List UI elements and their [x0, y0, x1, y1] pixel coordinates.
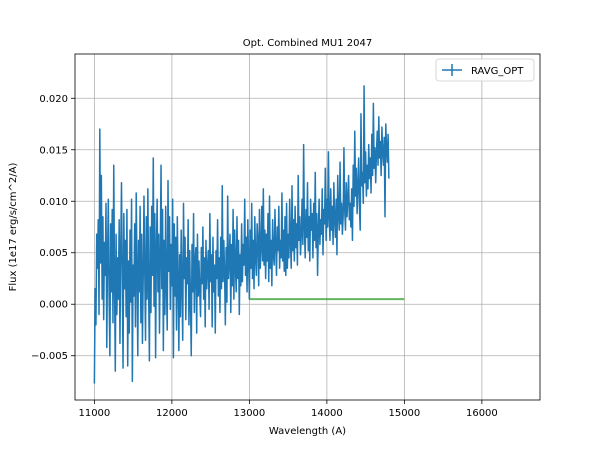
- y-tick-label: 0.020: [39, 94, 68, 105]
- x-axis-label: Wavelength (A): [269, 426, 346, 437]
- legend: RAVG_OPT: [435, 58, 535, 82]
- legend-frame: [435, 58, 535, 82]
- x-tick-label: 16000: [466, 408, 498, 419]
- x-tick-label: 12000: [156, 408, 188, 419]
- data-layer: [93, 85, 405, 384]
- legend-label: RAVG_OPT: [471, 66, 524, 77]
- x-tick-label: 14000: [311, 408, 343, 419]
- x-tick-label: 11000: [78, 408, 110, 419]
- series-line-ravg-opt: [93, 85, 390, 384]
- y-tick-label: 0.005: [39, 248, 68, 259]
- y-tick-label: 0.000: [39, 300, 68, 311]
- x-tick-label: 15000: [388, 408, 420, 419]
- y-tick-label: 0.010: [39, 197, 68, 208]
- chart-title: Opt. Combined MU1 2047: [243, 38, 372, 49]
- y-axis-label: Flux (1e17 erg/s/cm^2/A): [8, 163, 19, 292]
- grid: [75, 54, 540, 400]
- axes-frame: [74, 53, 541, 401]
- y-tick-label: −0.005: [31, 351, 68, 362]
- ticks: 11000 12000 13000 14000 15000 16000 −0.005 0.00…: [31, 94, 498, 419]
- y-tick-label: 0.015: [39, 145, 68, 156]
- x-tick-label: 13000: [233, 408, 265, 419]
